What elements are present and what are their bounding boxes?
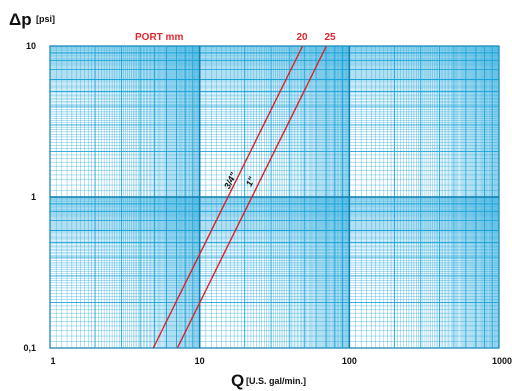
y-tick-label: 10 — [26, 41, 36, 51]
grid — [49, 45, 500, 349]
tick-labels: 1 10 100 1000 0,1 1 10 — [23, 41, 512, 366]
series-line-three-quarter — [152, 45, 304, 349]
x-tick-label: 1000 — [492, 356, 512, 366]
y-axis-label-main: Δp — [9, 10, 32, 29]
port-size-label: 20 — [296, 32, 308, 43]
y-tick-label: 0,1 — [23, 343, 36, 353]
port-header: PORT mm — [135, 32, 183, 43]
x-tick-label: 1 — [50, 356, 55, 366]
y-axis-label-unit: [psi] — [36, 14, 55, 24]
x-axis-label-unit: [U.S. gal/min.] — [246, 376, 306, 386]
x-tick-label: 10 — [195, 356, 205, 366]
series-line-one-inch — [176, 45, 328, 349]
port-size-label: 25 — [324, 32, 336, 43]
x-axis-label-main: Q — [231, 371, 244, 390]
x-tick-label: 100 — [342, 356, 357, 366]
curves — [152, 45, 328, 349]
y-tick-label: 1 — [31, 192, 36, 202]
